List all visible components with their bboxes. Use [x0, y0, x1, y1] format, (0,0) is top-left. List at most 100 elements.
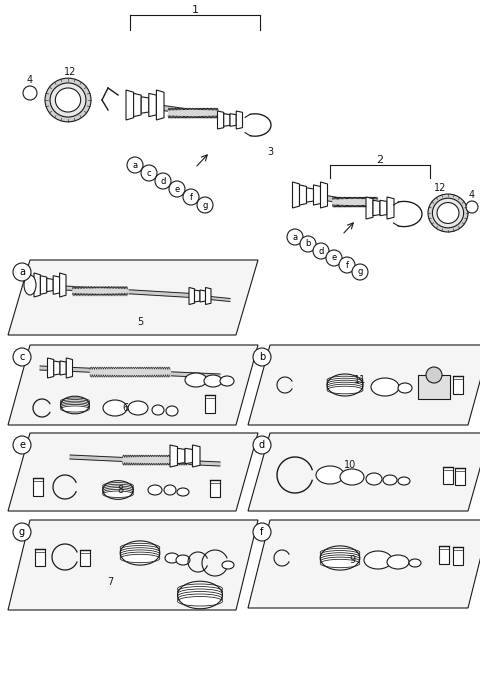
Ellipse shape: [432, 198, 464, 228]
Ellipse shape: [320, 560, 360, 568]
Ellipse shape: [316, 466, 344, 484]
Polygon shape: [189, 287, 194, 304]
Ellipse shape: [466, 201, 478, 213]
Polygon shape: [149, 94, 156, 117]
Polygon shape: [217, 111, 224, 129]
Bar: [453, 376, 463, 394]
Ellipse shape: [164, 485, 176, 495]
Ellipse shape: [60, 403, 89, 409]
Circle shape: [141, 165, 157, 181]
Ellipse shape: [222, 561, 234, 569]
Circle shape: [13, 348, 31, 366]
Text: 5: 5: [137, 317, 143, 327]
Polygon shape: [387, 197, 394, 219]
Text: 3: 3: [267, 147, 273, 157]
Bar: [80, 550, 90, 566]
Polygon shape: [380, 200, 387, 215]
Polygon shape: [170, 445, 178, 467]
Bar: [418, 375, 450, 399]
Ellipse shape: [120, 543, 160, 552]
Ellipse shape: [340, 469, 364, 485]
Ellipse shape: [327, 380, 363, 388]
Ellipse shape: [364, 551, 392, 569]
Circle shape: [313, 243, 329, 259]
Ellipse shape: [185, 373, 207, 387]
Ellipse shape: [327, 384, 363, 392]
Bar: [205, 395, 215, 413]
Ellipse shape: [327, 378, 363, 386]
Polygon shape: [325, 196, 378, 209]
Polygon shape: [8, 260, 258, 335]
Ellipse shape: [178, 584, 223, 594]
Ellipse shape: [320, 557, 360, 566]
Circle shape: [339, 257, 355, 273]
Text: 11: 11: [354, 375, 366, 385]
Polygon shape: [60, 273, 66, 297]
Ellipse shape: [220, 376, 234, 386]
Ellipse shape: [103, 491, 133, 497]
Polygon shape: [40, 366, 220, 378]
Ellipse shape: [24, 275, 36, 295]
Polygon shape: [70, 455, 220, 466]
Polygon shape: [126, 90, 133, 120]
Ellipse shape: [148, 485, 162, 495]
Ellipse shape: [103, 486, 133, 492]
Ellipse shape: [60, 406, 89, 412]
Ellipse shape: [398, 383, 412, 393]
Ellipse shape: [152, 405, 164, 415]
Polygon shape: [248, 433, 480, 511]
Ellipse shape: [320, 549, 360, 557]
Polygon shape: [156, 90, 164, 120]
Text: d: d: [259, 440, 265, 450]
Polygon shape: [321, 182, 327, 208]
Polygon shape: [34, 273, 40, 297]
Text: 4: 4: [469, 190, 475, 200]
Polygon shape: [300, 185, 307, 205]
Ellipse shape: [55, 88, 81, 112]
Ellipse shape: [103, 484, 133, 490]
Ellipse shape: [178, 592, 223, 601]
Polygon shape: [248, 520, 480, 608]
Ellipse shape: [128, 401, 148, 415]
Circle shape: [13, 523, 31, 541]
Ellipse shape: [320, 555, 360, 564]
Circle shape: [155, 173, 171, 189]
Ellipse shape: [60, 399, 89, 406]
Polygon shape: [40, 276, 47, 294]
Text: f: f: [346, 261, 348, 269]
Ellipse shape: [120, 548, 160, 556]
Bar: [453, 547, 463, 565]
Polygon shape: [373, 200, 380, 215]
Circle shape: [253, 523, 271, 541]
Circle shape: [127, 157, 143, 173]
Circle shape: [287, 229, 303, 245]
Text: 1: 1: [192, 5, 199, 15]
Ellipse shape: [178, 586, 223, 596]
Polygon shape: [307, 188, 313, 202]
Polygon shape: [185, 448, 192, 464]
Polygon shape: [230, 114, 236, 127]
Circle shape: [169, 181, 185, 197]
Text: 7: 7: [107, 577, 113, 587]
Bar: [439, 546, 449, 564]
Polygon shape: [54, 361, 60, 375]
Polygon shape: [65, 286, 200, 298]
Text: 9: 9: [349, 555, 355, 565]
Ellipse shape: [120, 552, 160, 560]
Polygon shape: [47, 278, 53, 291]
Polygon shape: [8, 345, 258, 425]
Text: e: e: [19, 440, 25, 450]
Polygon shape: [248, 345, 480, 425]
Circle shape: [197, 197, 213, 213]
Ellipse shape: [320, 553, 360, 561]
Ellipse shape: [428, 194, 468, 232]
Ellipse shape: [60, 404, 89, 410]
Circle shape: [253, 436, 271, 454]
Text: 12: 12: [434, 183, 446, 193]
Ellipse shape: [165, 553, 179, 563]
Text: 12: 12: [64, 67, 76, 77]
Circle shape: [426, 367, 442, 383]
Polygon shape: [133, 94, 141, 117]
Polygon shape: [141, 96, 149, 114]
Text: 6: 6: [122, 403, 128, 413]
